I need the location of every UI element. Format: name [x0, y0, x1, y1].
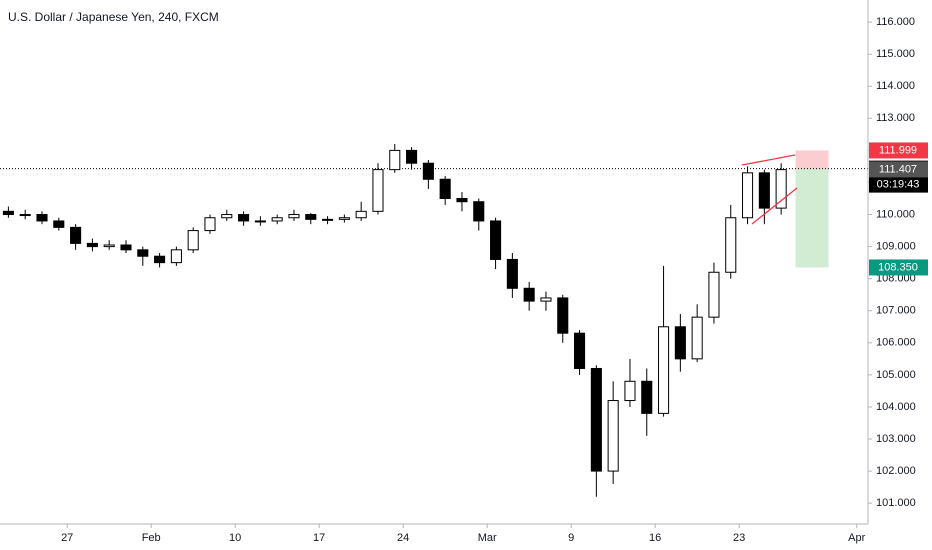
countdown-label: 03:19:43 — [877, 179, 920, 191]
price-label: 111.999 — [879, 144, 917, 156]
candle-body — [187, 230, 199, 251]
candle-body — [36, 214, 48, 222]
plot-area — [0, 143, 868, 497]
x-tick-label: 27 — [61, 532, 73, 544]
candle-body — [221, 214, 233, 219]
price-label: 111.407 — [879, 163, 917, 175]
candle-body — [624, 380, 636, 402]
candle-body — [305, 214, 317, 220]
candle-body — [674, 326, 686, 360]
x-tick-label: 24 — [397, 532, 409, 544]
candle-body — [2, 210, 14, 216]
x-tick-label: 17 — [313, 532, 325, 544]
x-tick-label: 9 — [568, 532, 574, 544]
x-tick-label: 10 — [229, 532, 241, 544]
candle-body — [758, 172, 770, 209]
chart-title: U.S. Dollar / Japanese Yen, 240, FXCM — [8, 10, 219, 24]
y-tick-label: 116.000 — [876, 16, 915, 28]
candle-body — [456, 198, 468, 203]
y-tick-label: 101.000 — [876, 497, 916, 509]
x-tick-label: Apr — [848, 532, 865, 544]
candle-body — [53, 220, 65, 228]
y-tick-label: 104.000 — [876, 401, 916, 413]
candle-body — [254, 220, 266, 223]
price-label-bg — [869, 142, 928, 159]
y-tick-label: 105.000 — [876, 369, 916, 381]
y-tick-label: 108.000 — [876, 273, 916, 285]
y-tick-label: 109.000 — [876, 241, 916, 253]
candle-body — [103, 244, 115, 248]
candle-body — [658, 326, 670, 414]
wedge-lower-line — [751, 187, 798, 225]
y-tick-label: 110.000 — [876, 208, 915, 220]
candle-body — [506, 258, 518, 289]
stop-zone — [795, 150, 829, 169]
candle-body — [590, 367, 602, 472]
candle-body — [86, 242, 98, 248]
candle-body — [70, 226, 82, 244]
candle-body — [540, 297, 552, 302]
candle-body — [372, 169, 384, 212]
y-tick-label: 103.000 — [876, 433, 916, 445]
candle-body — [725, 217, 737, 273]
price-label-bg — [869, 161, 928, 178]
candle-body — [355, 210, 367, 219]
candle-body — [708, 271, 720, 318]
candle-body — [154, 255, 166, 264]
y-tick-label: 113.000 — [876, 112, 915, 124]
y-tick-label: 115.000 — [876, 48, 915, 60]
candle-body — [406, 149, 418, 164]
candle-body — [473, 201, 485, 222]
candle-body — [137, 249, 149, 257]
x-tick-label: 23 — [733, 532, 745, 544]
x-tick-label: Feb — [142, 532, 161, 544]
wedge-upper-line — [741, 154, 796, 166]
candle-body — [641, 380, 653, 414]
candle-body — [271, 217, 283, 222]
y-tick-label: 107.000 — [876, 305, 916, 317]
candle-body — [204, 217, 216, 232]
candle-body — [523, 287, 535, 302]
candle-body — [691, 316, 703, 360]
candle-body — [574, 332, 586, 369]
candle-body — [120, 244, 132, 251]
y-tick-label: 102.000 — [876, 465, 916, 477]
candle-body — [288, 214, 300, 219]
candle-body — [422, 162, 434, 180]
candle-body — [439, 178, 451, 200]
candle-body — [338, 217, 350, 220]
price-label: 108.350 — [878, 261, 918, 273]
candle-body — [607, 400, 619, 472]
target-zone — [795, 168, 829, 268]
price-label-bg — [869, 259, 928, 276]
candle-body — [490, 220, 502, 260]
candle-body — [557, 297, 569, 334]
candle-body — [742, 172, 754, 219]
countdown-bg — [869, 176, 928, 193]
y-tick-label: 114.000 — [876, 80, 915, 92]
y-tick-label: 106.000 — [876, 337, 916, 349]
x-tick-label: Mar — [478, 532, 497, 544]
candle-body — [389, 149, 401, 171]
x-tick-label: 16 — [649, 532, 661, 544]
candle-body — [238, 214, 250, 222]
candle-body — [19, 214, 31, 217]
candle-body — [322, 218, 334, 221]
candle-body — [775, 169, 787, 209]
candle-body — [170, 249, 182, 264]
